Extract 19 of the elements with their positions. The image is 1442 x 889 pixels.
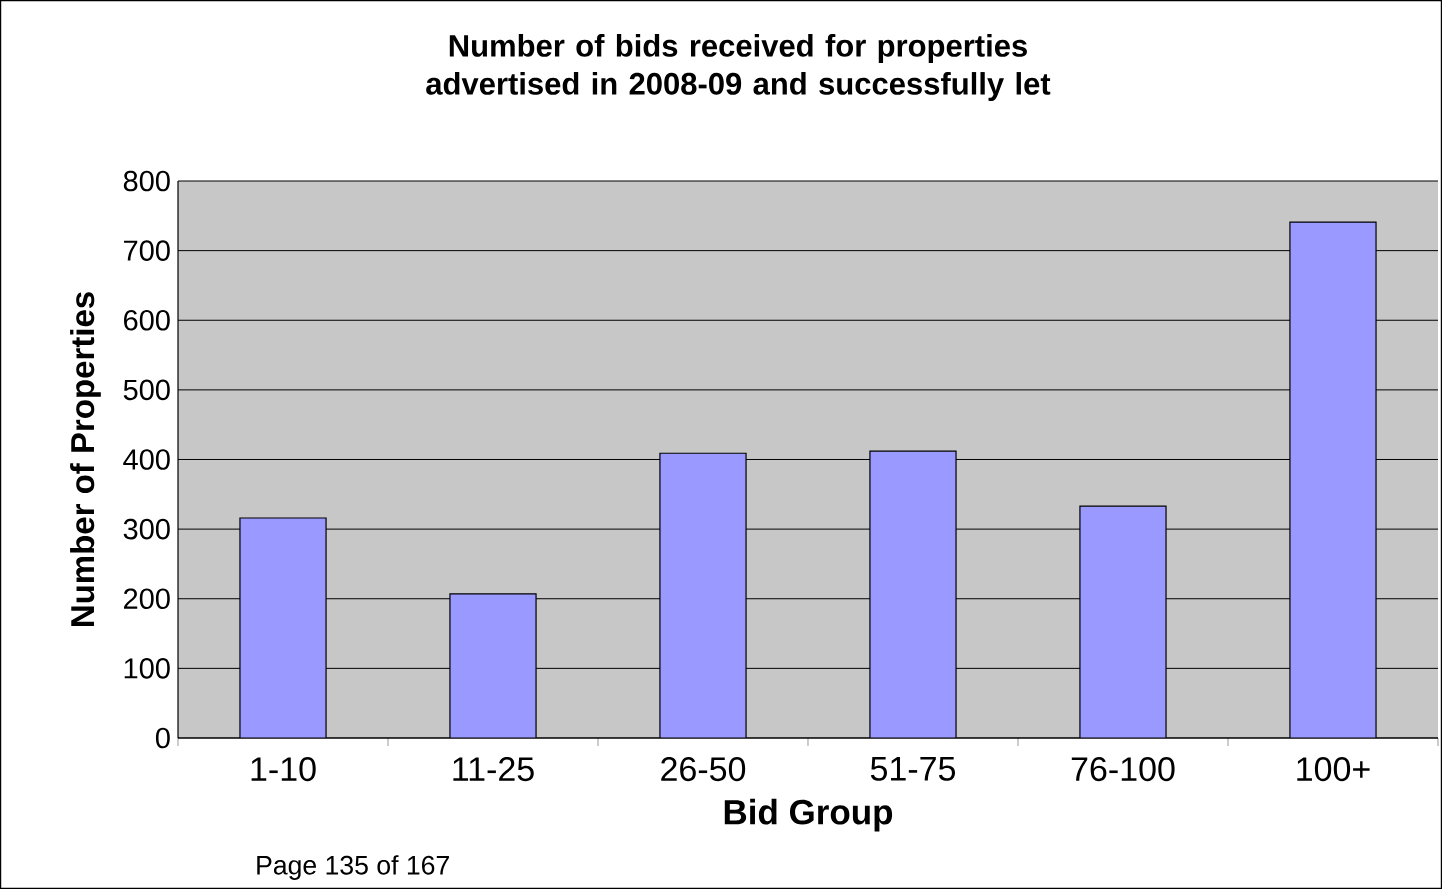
text: Page 135 of 167 bbox=[257, 855, 449, 880]
x-tick-label: 100+ bbox=[1297, 757, 1370, 782]
y-tick-label: 0 bbox=[155, 727, 170, 749]
y-tick-label: 500 bbox=[123, 379, 170, 401]
x-tick-label: 11-25 bbox=[453, 757, 534, 782]
chart-title: Number of bids received for properties advertised in 2008-09 and successfully let bbox=[426, 34, 1051, 101]
y-tick-label: 700 bbox=[124, 240, 170, 261]
x-tick-label: 1-10 bbox=[251, 757, 316, 782]
x-tick-label: 26-50 bbox=[661, 757, 746, 782]
y-tick-label: 600 bbox=[124, 309, 170, 331]
x-axis-title: Bid Group bbox=[724, 798, 893, 832]
x-tick-label: 51-75 bbox=[870, 757, 956, 781]
y-tick-label: 800 bbox=[123, 170, 170, 192]
x-tick-label: 76-100 bbox=[1071, 757, 1175, 782]
y-tick-label: 100 bbox=[124, 658, 170, 679]
y-tick-label: 400 bbox=[123, 449, 170, 470]
y-tick-label: 300 bbox=[123, 518, 170, 540]
y-tick-label: 200 bbox=[124, 588, 170, 610]
y-axis-title: Number of Properties bbox=[70, 292, 101, 626]
